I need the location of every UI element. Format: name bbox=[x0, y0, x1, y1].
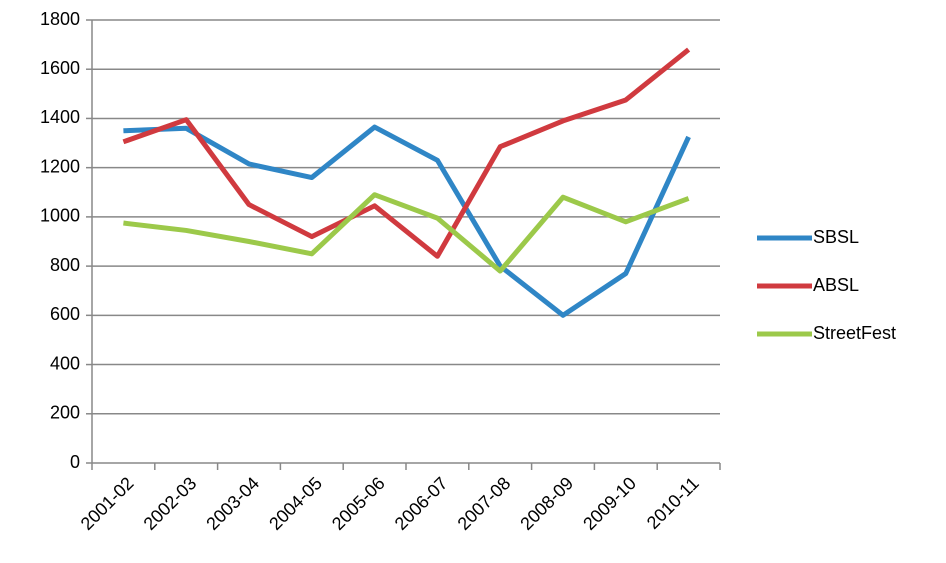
y-tick-label: 1200 bbox=[40, 156, 80, 176]
x-tick-label: 2002-03 bbox=[140, 473, 201, 534]
x-tick-label: 2003-04 bbox=[202, 473, 263, 534]
x-tick-label: 2004-05 bbox=[265, 473, 326, 534]
series-line bbox=[123, 192, 690, 274]
x-tick-label: 2001-02 bbox=[77, 473, 138, 534]
x-tick-label: 2005-06 bbox=[328, 473, 389, 534]
x-tick-label: 2008-09 bbox=[516, 473, 577, 534]
x-tick-label: 2007-08 bbox=[454, 473, 515, 534]
y-tick-label: 600 bbox=[50, 304, 80, 324]
series-line bbox=[123, 124, 691, 318]
y-tick-label: 1400 bbox=[40, 107, 80, 127]
x-tick-label: 2009-10 bbox=[579, 473, 640, 534]
y-tick-label: 400 bbox=[50, 353, 80, 373]
x-tick-label: 2006-07 bbox=[391, 473, 452, 534]
y-tick-label: 1600 bbox=[40, 58, 80, 78]
x-tick-label: 2010-11 bbox=[643, 473, 703, 533]
legend-label: ABSL bbox=[813, 275, 859, 295]
y-tick-label: 200 bbox=[50, 403, 80, 423]
y-tick-label: 1000 bbox=[40, 206, 80, 226]
y-tick-label: 800 bbox=[50, 255, 80, 275]
y-tick-label: 1800 bbox=[40, 9, 80, 29]
series-line bbox=[122, 47, 691, 259]
legend-label: StreetFest bbox=[813, 323, 896, 343]
y-tick-label: 0 bbox=[70, 452, 80, 472]
legend-label: SBSL bbox=[813, 227, 859, 247]
